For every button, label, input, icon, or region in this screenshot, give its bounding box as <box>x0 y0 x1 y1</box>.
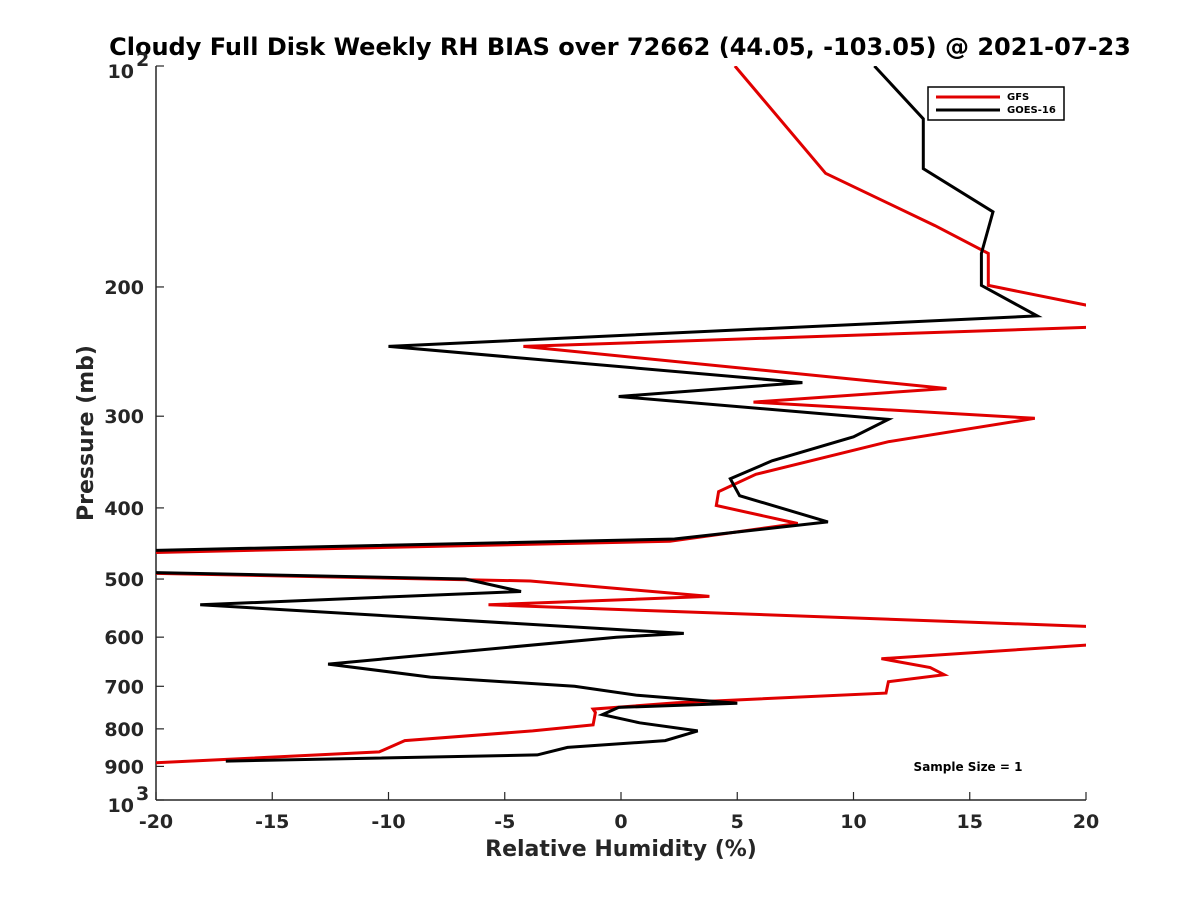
x-tick-label: -5 <box>494 811 515 833</box>
y-tick-exponent: 2 <box>136 49 149 71</box>
chart-title: Cloudy Full Disk Weekly RH BIAS over 726… <box>109 33 1131 61</box>
x-tick-label: -10 <box>371 811 405 833</box>
y-tick-label: 900 <box>104 756 144 778</box>
x-tick-label: -20 <box>139 811 173 833</box>
series-line-goes16 <box>156 66 1043 763</box>
y-tick-label: 800 <box>104 719 144 741</box>
y-tick-label: 400 <box>104 498 144 520</box>
legend-label-goes16: GOES-16 <box>1007 105 1056 116</box>
series-layer <box>156 66 1086 765</box>
legend: GFS GOES-16 <box>927 86 1065 121</box>
legend-entry-goes16: GOES-16 <box>936 105 1056 116</box>
sample-size-annotation: Sample Size = 1 <box>914 760 1023 774</box>
x-tick-label: 5 <box>731 811 744 833</box>
legend-label-gfs: GFS <box>1007 92 1029 103</box>
x-tick-label: -15 <box>255 811 289 833</box>
x-axis-ticks: -20 -15 -10 -5 0 5 10 15 20 <box>139 792 1099 833</box>
y-tick-label: 10 <box>108 61 134 83</box>
x-tick-label: 15 <box>957 811 983 833</box>
x-tick-label: 0 <box>614 811 627 833</box>
y-tick-exponent: 3 <box>136 783 149 805</box>
series-line-gfs <box>156 66 1086 765</box>
y-tick-label: 600 <box>104 627 144 649</box>
y-tick-label: 500 <box>104 569 144 591</box>
legend-box <box>927 86 1065 121</box>
y-tick-label: 200 <box>104 277 144 299</box>
y-tick-label: 10 <box>108 795 134 817</box>
y-axis-label: Pressure (mb) <box>74 345 99 521</box>
x-tick-label: 20 <box>1073 811 1099 833</box>
y-tick-label: 700 <box>104 676 144 698</box>
x-axis-label: Relative Humidity (%) <box>485 837 757 862</box>
y-tick-label: 300 <box>104 406 144 428</box>
x-tick-label: 10 <box>840 811 866 833</box>
legend-entry-gfs: GFS <box>936 92 1029 103</box>
